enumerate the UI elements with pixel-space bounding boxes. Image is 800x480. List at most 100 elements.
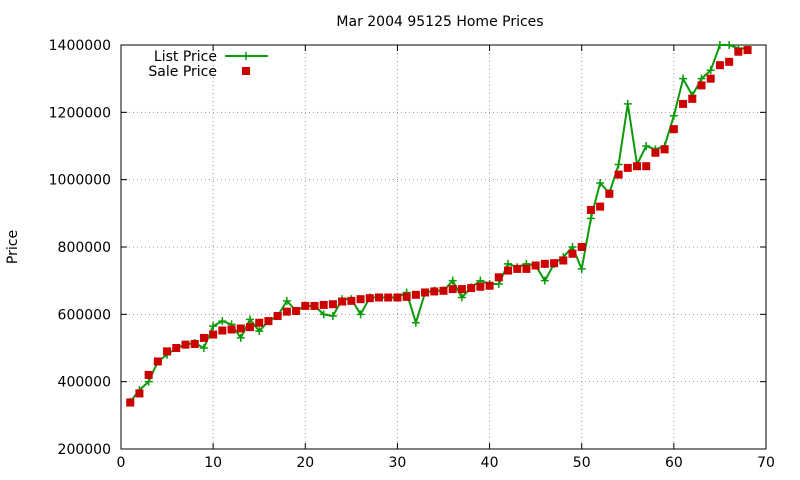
sale-price-point: [273, 312, 282, 321]
list-price-point: [218, 317, 227, 326]
sale-price-point: [153, 357, 162, 366]
x-tick-label: 20: [296, 455, 314, 471]
sale-price-point: [531, 261, 540, 270]
sale-price-point: [356, 295, 365, 304]
legend-label-sale-price: Sale Price: [148, 64, 217, 80]
list-price-point: [642, 142, 651, 150]
sale-price-point: [669, 125, 678, 134]
sale-price-point: [633, 162, 641, 171]
list-price-point: [448, 276, 457, 285]
list-price-point: [697, 74, 706, 83]
y-axis-label: Price: [5, 230, 21, 264]
list-price-point: [246, 315, 254, 324]
sale-price-point: [651, 148, 660, 157]
list-price-point: [706, 66, 715, 75]
sale-price-point: [310, 301, 319, 310]
list-price-line: [129, 44, 748, 403]
sale-price-point: [209, 330, 218, 339]
legend-marker-sale-price: [242, 67, 250, 75]
list-price-point: [255, 327, 264, 336]
sale-price-point: [697, 81, 706, 90]
sale-price-point: [384, 293, 393, 302]
list-price-point: [356, 310, 365, 319]
y-tick-label: 1000000: [49, 173, 111, 189]
list-price-point: [209, 322, 218, 331]
x-tick-label: 70: [757, 455, 775, 471]
sale-price-point: [190, 339, 199, 348]
list-price-point: [494, 280, 503, 289]
sale-price-point: [642, 162, 651, 171]
sale-price-point: [743, 46, 752, 55]
list-price-point: [577, 264, 586, 273]
x-tick-label: 0: [117, 455, 126, 471]
y-tick-label: 800000: [58, 240, 111, 256]
sale-price-point: [246, 323, 254, 332]
sale-price-point: [255, 318, 264, 327]
list-price-point: [725, 41, 734, 49]
y-tick-label: 200000: [58, 442, 111, 458]
sale-price-point: [163, 347, 172, 356]
sale-price-point: [485, 281, 494, 290]
x-tick-label: 30: [389, 455, 407, 471]
sale-price-point: [439, 286, 448, 295]
list-price-point: [144, 377, 153, 386]
sale-price-point: [421, 288, 430, 297]
sale-price-point: [577, 243, 586, 251]
sale-price-point: [347, 296, 356, 305]
sale-price-point: [135, 389, 144, 398]
x-tick-label: 50: [573, 455, 591, 471]
sale-price-point: [402, 292, 411, 301]
list-price-point: [568, 243, 577, 251]
list-price-point: [504, 259, 512, 268]
sale-price-point: [679, 99, 688, 108]
x-tick-label: 40: [481, 455, 499, 471]
y-tick-label: 600000: [58, 307, 111, 323]
sale-price-point: [411, 290, 420, 299]
sale-price-point: [725, 57, 734, 66]
list-price-point: [679, 74, 688, 83]
y-tick-label: 400000: [58, 375, 111, 391]
legend-label-list-price: List Price: [154, 49, 217, 65]
sale-price-point: [467, 284, 476, 293]
series-layer: [126, 41, 752, 407]
sale-price-point: [328, 300, 337, 309]
axis-ticks: 0 10 20 30 40 50 60 70 200000 400000 600000 800000 1…: [49, 38, 775, 471]
sale-price-point: [522, 264, 531, 273]
sale-price-point: [586, 205, 595, 214]
list-price-point: [614, 160, 623, 169]
sale-price-point: [476, 282, 485, 291]
y-tick-label: 1200000: [49, 105, 111, 121]
sale-price-point: [126, 398, 135, 407]
sale-price-point: [623, 163, 632, 172]
sale-price-point: [513, 264, 522, 273]
list-price-point: [328, 312, 337, 321]
sale-price-point: [688, 94, 697, 103]
list-price-point: [411, 318, 420, 327]
sale-price-point: [568, 249, 577, 258]
sale-price-point: [365, 294, 374, 303]
grid-lines: [121, 45, 766, 449]
sale-price-point: [660, 145, 669, 154]
chart-title: Mar 2004 95125 Home Prices: [336, 14, 543, 30]
sale-price-point: [559, 256, 568, 265]
sale-price-point: [393, 293, 402, 302]
list-price-point: [319, 310, 328, 319]
sale-price-point: [550, 259, 559, 268]
list-price-point: [586, 214, 595, 223]
sale-price-point: [540, 259, 549, 268]
sale-price-point: [338, 297, 347, 306]
sale-price-point: [596, 202, 605, 211]
y-tick-label: 1400000: [49, 38, 111, 54]
list-price-point: [457, 293, 466, 302]
list-price-point: [282, 296, 291, 305]
sale-price-point: [605, 189, 614, 198]
sale-price-point: [282, 307, 291, 316]
sale-price-point: [236, 324, 245, 333]
sale-price-point: [227, 325, 236, 334]
sale-price-point: [494, 273, 503, 282]
sale-price-point: [706, 74, 715, 83]
x-tick-label: 60: [665, 455, 683, 471]
